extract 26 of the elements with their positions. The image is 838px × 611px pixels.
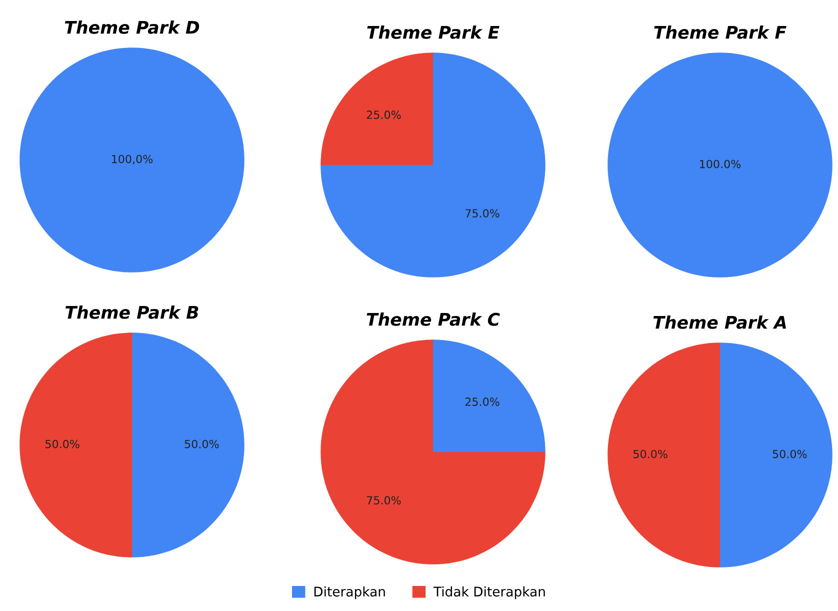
chart-title: Theme Park D xyxy=(64,20,200,34)
legend-label: Diterapkan xyxy=(314,586,385,600)
legend-label: Tidak Diterapkan xyxy=(433,586,545,600)
data-label: 50.0% xyxy=(184,440,219,448)
pie-slice xyxy=(608,342,720,568)
pie-slice xyxy=(132,332,244,558)
chart-title: Theme Park F xyxy=(654,25,786,39)
data-label: 25.0% xyxy=(465,398,500,406)
pie-slice xyxy=(320,52,433,165)
data-label: 100.0% xyxy=(700,160,741,168)
pie-slice xyxy=(320,52,546,278)
data-label: 75.0% xyxy=(366,496,401,504)
pie-slice xyxy=(320,340,546,564)
chart-title: Theme Park A xyxy=(653,315,786,329)
data-label: 100,0% xyxy=(112,154,153,164)
data-label: 75.0% xyxy=(466,209,500,218)
pie-slice xyxy=(20,332,132,558)
chart-title: Theme Park E xyxy=(367,25,500,39)
pie-slice xyxy=(720,342,832,568)
chart-title: Theme Park C xyxy=(366,312,500,326)
chart-title: Theme Park B xyxy=(66,305,198,319)
data-label: 50.0% xyxy=(772,450,807,458)
data-label: 50.0% xyxy=(634,450,668,458)
data-label: 50.0% xyxy=(46,440,80,448)
pie-slice xyxy=(433,340,546,452)
data-label: 25.0% xyxy=(366,110,401,119)
